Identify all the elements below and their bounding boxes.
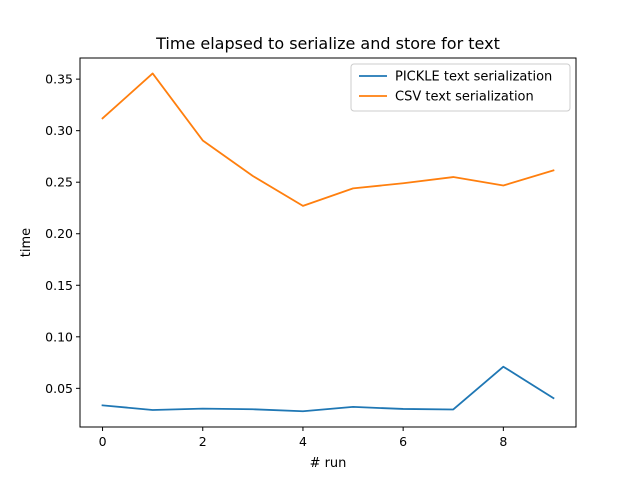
x-axis: 0 2 4 6 8 — [99, 427, 507, 449]
y-tick-label: 0.25 — [45, 175, 73, 190]
plot-frame — [79, 57, 577, 428]
x-tick-label: 8 — [499, 434, 507, 449]
x-tick-label: 4 — [299, 434, 307, 449]
legend-box — [350, 63, 571, 112]
x-tick-label: 0 — [99, 434, 107, 449]
series-line-0 — [101, 365, 555, 413]
legend-label: PICKLE text serialization — [395, 70, 552, 85]
x-tick-label: 2 — [199, 434, 207, 449]
y-axis: 0.05 0.10 0.15 0.20 0.25 0.30 0.35 — [45, 72, 80, 396]
y-tick-label: 0.05 — [45, 381, 73, 396]
y-tick-label: 0.20 — [45, 226, 73, 241]
chart-title: Time elapsed to serialize and store for … — [155, 34, 500, 53]
legend: PICKLE text serialization CSV text serial… — [350, 63, 571, 112]
y-axis-label: time — [19, 228, 34, 257]
x-axis-label: # run — [310, 456, 347, 471]
y-tick-label: 0.10 — [45, 329, 73, 344]
legend-label: CSV text serialization — [395, 90, 534, 105]
y-tick-label: 0.15 — [45, 278, 73, 293]
y-tick-label: 0.30 — [45, 123, 73, 138]
series-layer — [101, 72, 555, 413]
y-tick-label: 0.35 — [45, 72, 73, 87]
series-line-1 — [101, 72, 555, 207]
x-tick-label: 6 — [399, 434, 407, 449]
